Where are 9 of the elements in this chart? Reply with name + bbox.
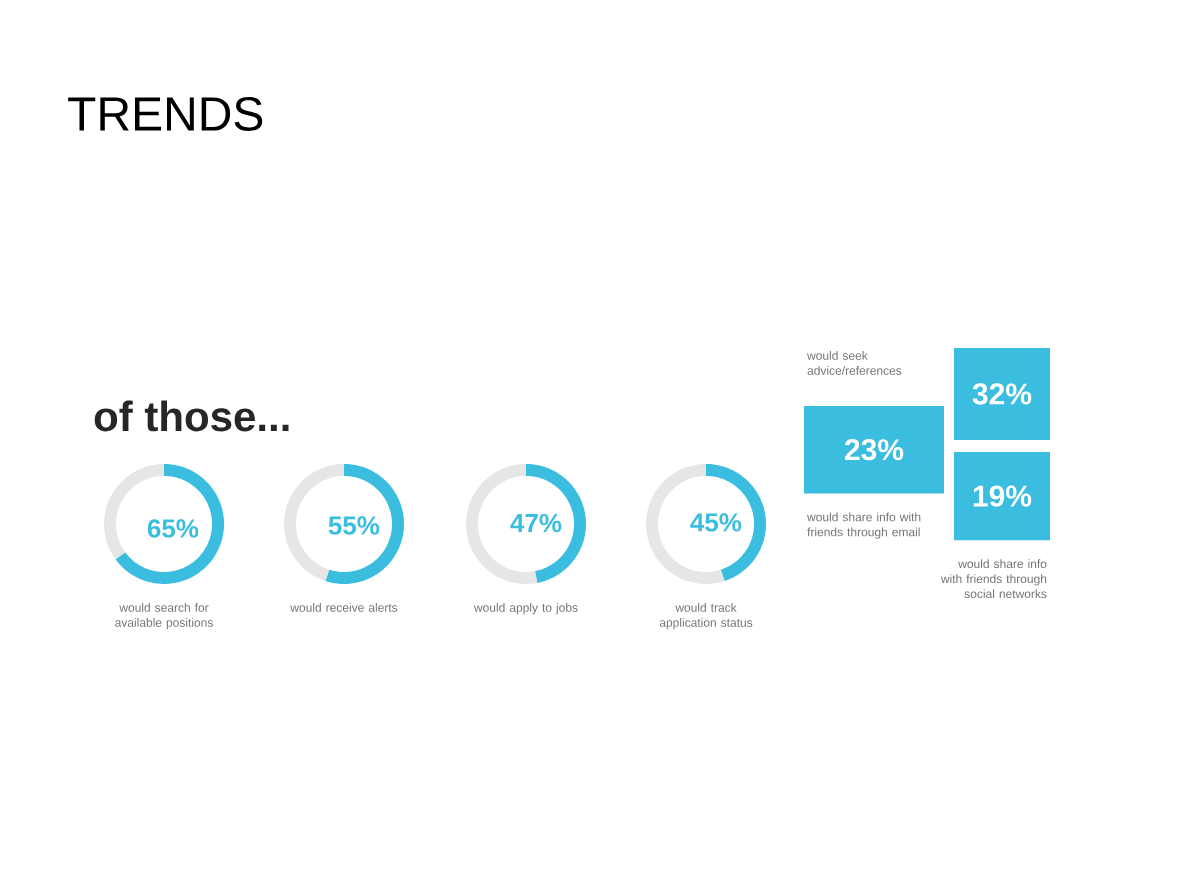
data-label: 45% — [690, 513, 742, 532]
data-label: 23% — [845, 439, 904, 461]
data-label: 55% — [328, 516, 380, 535]
text: of those... — [94, 400, 289, 432]
text: TRENDS — [68, 97, 263, 131]
data-label: 47% — [510, 513, 562, 533]
data-label: 19% — [973, 485, 1032, 507]
data-label: 32% — [972, 383, 1032, 405]
data-label: 65% — [147, 519, 199, 538]
